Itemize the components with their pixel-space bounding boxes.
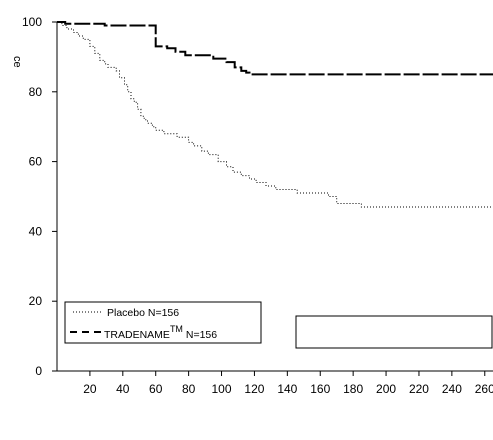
y-tick-label: 80 <box>29 85 43 99</box>
x-tick-label: 260 <box>475 382 493 396</box>
x-tick-label: 140 <box>277 382 297 396</box>
legend-tradename-label: TRADENAMETM N=156 <box>104 324 217 341</box>
x-tick-label: 120 <box>244 382 264 396</box>
x-tick-label: 60 <box>149 382 163 396</box>
x-ticks: 20 40 60 80 100 120 140 160 180 200 220 240 260 <box>83 371 493 396</box>
legend-placebo-label: Placebo N=156 <box>107 307 179 319</box>
y-tick-label: 0 <box>35 364 42 378</box>
legend-box <box>64 301 262 344</box>
legend-tradename-name: TRADENAME <box>104 329 170 341</box>
y-tick-label: 100 <box>22 15 42 29</box>
x-tick-label: 160 <box>310 382 330 396</box>
y-ticks: 0 20 40 60 80 100 <box>22 15 57 378</box>
y-axis-label-fragment: ce <box>11 56 23 68</box>
x-tick-label: 40 <box>116 382 130 396</box>
y-tick-label: 20 <box>29 294 43 308</box>
legend: Placebo N=156 TRADENAMETM N=156 <box>64 301 262 344</box>
plot-area <box>57 21 493 208</box>
x-tick-label: 240 <box>442 382 462 396</box>
legend-tradename-suffix: N=156 <box>183 329 217 341</box>
y-tick-label: 60 <box>29 155 43 169</box>
x-tick-label: 20 <box>83 382 97 396</box>
blank-annotation-box <box>295 315 493 349</box>
axes <box>56 22 493 372</box>
x-tick-label: 200 <box>376 382 396 396</box>
y-tick-label: 40 <box>29 224 43 238</box>
x-tick-label: 180 <box>343 382 363 396</box>
series-line-tradename <box>57 21 493 76</box>
x-tick-label: 220 <box>409 382 429 396</box>
x-tick-label: 80 <box>182 382 196 396</box>
series-line-placebo <box>57 21 493 208</box>
legend-tradename-superscript: TM <box>170 324 183 334</box>
x-tick-label: 100 <box>212 382 232 396</box>
